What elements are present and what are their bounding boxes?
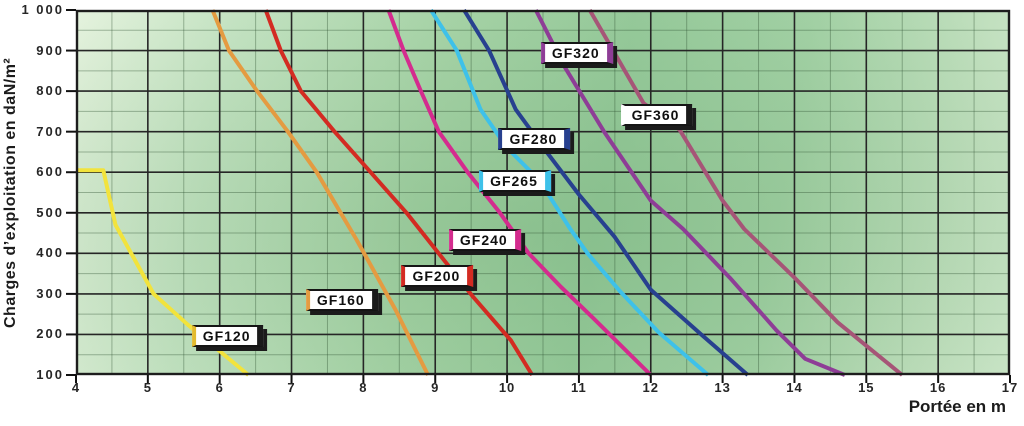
series-label-GF320: GF320 bbox=[540, 41, 613, 64]
curve-GF265 bbox=[429, 9, 710, 377]
plot-border bbox=[75, 9, 1011, 376]
series-label-GF360: GF360 bbox=[620, 104, 693, 127]
x-tick-label: 6 bbox=[215, 380, 224, 395]
y-tick-label: 700 bbox=[36, 123, 64, 139]
series-label-GF265: GF265 bbox=[479, 170, 551, 193]
x-axis-title: Portée en m bbox=[908, 397, 1006, 416]
y-tick-label: 400 bbox=[36, 245, 64, 261]
x-tick-label: 17 bbox=[1001, 380, 1019, 395]
curve-GF280 bbox=[462, 9, 750, 377]
series-label-GF280: GF280 bbox=[498, 127, 571, 150]
series-label-GF120: GF120 bbox=[191, 325, 264, 348]
series-label-GF200: GF200 bbox=[401, 265, 474, 288]
y-tick-label: 500 bbox=[36, 204, 64, 220]
x-tick-label: 16 bbox=[929, 380, 947, 395]
x-tick-label: 14 bbox=[786, 380, 803, 395]
x-tick-label: 4 bbox=[71, 380, 81, 395]
plot-area bbox=[76, 10, 1010, 375]
x-tick-label: 7 bbox=[287, 380, 296, 395]
x-tick-label: 10 bbox=[498, 380, 516, 395]
grid-minor-lines bbox=[76, 10, 1010, 375]
curve-GF200 bbox=[263, 9, 534, 377]
y-tick-label: 800 bbox=[36, 83, 64, 99]
curve-GF240 bbox=[386, 9, 653, 377]
chart-grid-and-series bbox=[66, 9, 1011, 383]
x-tick-label: 12 bbox=[642, 380, 659, 395]
curve-GF320 bbox=[534, 9, 846, 377]
y-tick-label: 900 bbox=[36, 42, 64, 58]
y-tick-label: 100 bbox=[36, 367, 64, 382]
y-tick-label: 1 000 bbox=[21, 2, 64, 17]
series-label-GF160: GF160 bbox=[305, 288, 378, 311]
y-tick-label: 200 bbox=[36, 326, 64, 342]
x-tick-label: 5 bbox=[143, 380, 152, 395]
series-label-GF240: GF240 bbox=[448, 228, 521, 251]
axis-tick-marks bbox=[66, 9, 1011, 383]
curve-GF160 bbox=[210, 9, 430, 376]
x-tick-label: 15 bbox=[858, 380, 875, 395]
x-tick-label: 13 bbox=[714, 380, 731, 395]
y-axis-title: Charges d’exploitation en daN/m² bbox=[2, 57, 19, 328]
y-tick-label: 600 bbox=[36, 164, 64, 180]
x-tick-label: 9 bbox=[431, 380, 440, 395]
x-tick-label: 8 bbox=[359, 380, 368, 395]
x-tick-label: 11 bbox=[571, 380, 587, 395]
y-tick-label: 300 bbox=[36, 285, 64, 301]
